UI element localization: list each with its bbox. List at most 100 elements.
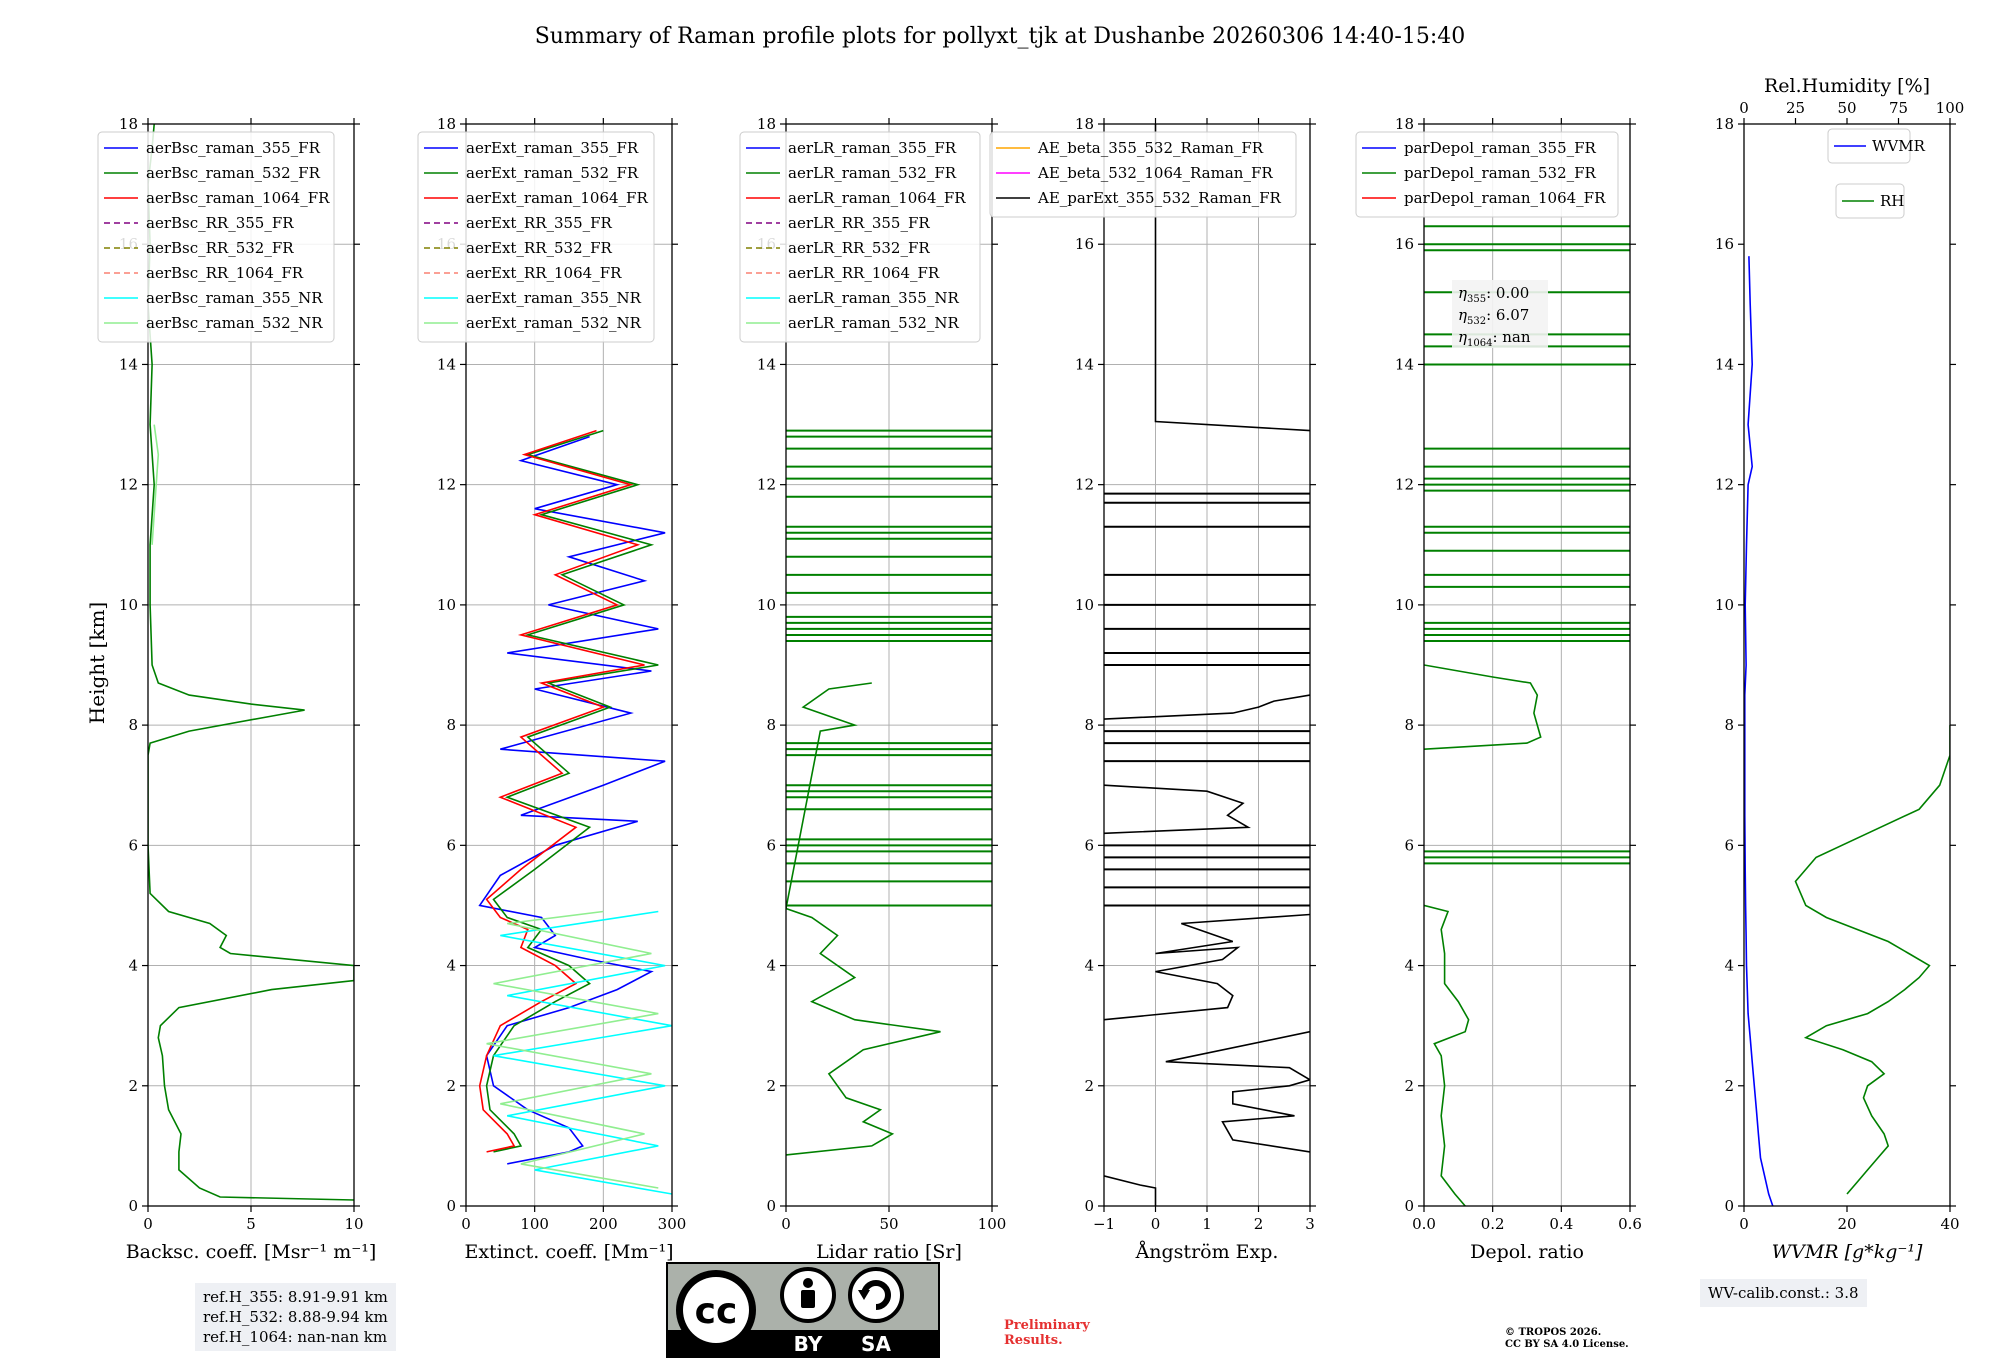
series-aerext_raman_355_fr <box>478 435 666 1165</box>
y-tick-label: 6 <box>1724 836 1734 854</box>
preliminary-line-1: Preliminary <box>1004 1318 1090 1333</box>
x-tick-label: 0.0 <box>1412 1215 1436 1233</box>
x-tick-label: −1 <box>1093 1215 1115 1233</box>
legend-label: AE_beta_355_532_Raman_FR <box>1037 139 1264 157</box>
x-axis-label: Backsc. coeff. [Msr⁻¹ m⁻¹] <box>126 1241 377 1263</box>
y-tick-label: 14 <box>757 355 776 373</box>
y-tick-label: 14 <box>119 355 138 373</box>
series-aerext_raman_1064_fr <box>478 429 645 1153</box>
y-tick-label: 8 <box>1404 716 1414 734</box>
y-tick-label: 18 <box>119 115 138 133</box>
legend-label: aerExt_raman_532_FR <box>466 164 639 182</box>
eta-box <box>1452 280 1548 348</box>
y-tick-label: 6 <box>446 836 456 854</box>
legend-bsc: aerBsc_raman_355_FR aerBsc_raman_532_FRae… <box>97 131 335 343</box>
series-aerbsc_raman_532_nr <box>151 424 160 545</box>
legend-box-wvmr <box>1827 128 1911 164</box>
copyright-note: © TROPOS 2026. CC BY SA 4.0 License. <box>1505 1327 1629 1351</box>
copyright-line-1: © TROPOS 2026. <box>1505 1327 1602 1338</box>
x-tick-label: 0.2 <box>1481 1215 1505 1233</box>
y-tick-label: 12 <box>437 476 456 494</box>
legend-label: aerBsc_raman_532_NR <box>146 314 323 332</box>
y-tick-label: 10 <box>757 596 776 614</box>
y-tick-label: 0 <box>446 1197 456 1215</box>
series-ae_parext_355_532_raman_fr-segment- <box>1165 1030 1310 1153</box>
cc-icon: cc <box>695 1291 738 1332</box>
sa-sharealike-icon <box>848 1267 904 1323</box>
cc-sa-label: SA <box>861 1332 891 1356</box>
legend-label: RH <box>1880 192 1904 210</box>
x-tick-label: 3 <box>1305 1215 1315 1233</box>
series-ae_parext_355_532_raman_fr <box>1104 1175 1157 1206</box>
series-aerext_raman_532_fr <box>485 429 659 1153</box>
y-tick-label: 2 <box>766 1077 776 1095</box>
y-axis-label: Height [km] <box>85 602 109 724</box>
legend-label: aerLR_raman_355_FR <box>788 139 957 157</box>
y-tick-label: 16 <box>1715 235 1734 253</box>
y-tick-label: 4 <box>766 957 776 975</box>
y-tick-label: 2 <box>1404 1077 1414 1095</box>
y-tick-label: 0 <box>128 1197 138 1215</box>
x-tick-label: 5 <box>246 1215 256 1233</box>
series-wvmr <box>1744 256 1774 1206</box>
legend-label: aerExt_raman_1064_FR <box>466 189 648 207</box>
ref-height-355: ref.H_355: 8.91-9.91 km <box>203 1288 388 1306</box>
y-tick-label: 10 <box>437 596 456 614</box>
legend-label: aerLR_raman_1064_FR <box>788 189 966 207</box>
x-tick-label: 100 <box>978 1215 1007 1233</box>
y-tick-label: 2 <box>1724 1077 1734 1095</box>
series-aerext_raman_355_nr <box>493 910 672 1195</box>
legend-label: aerLR_raman_532_FR <box>788 164 957 182</box>
y-tick-label: 6 <box>1084 836 1094 854</box>
legend-box <box>97 131 335 343</box>
y-tick-label: 4 <box>1404 957 1414 975</box>
top-x-tick-label: 0 <box>1739 99 1749 117</box>
data-wv <box>1744 256 1950 1206</box>
legend-label: aerExt_raman_355_NR <box>466 289 642 307</box>
y-tick-label: 14 <box>437 355 456 373</box>
legend-label: aerLR_raman_532_NR <box>788 314 959 332</box>
legend-label: AE_parExt_355_532_Raman_FR <box>1037 189 1282 207</box>
y-tick-label: 8 <box>446 716 456 734</box>
y-tick-label: 14 <box>1715 355 1734 373</box>
y-tick-label: 10 <box>1715 596 1734 614</box>
x-axis-label: Extinct. coeff. [Mm⁻¹] <box>464 1241 673 1263</box>
legend-box <box>1355 131 1619 218</box>
series-aerbsc_raman_532_fr <box>148 124 354 1201</box>
series-ae_parext_355_532_raman_fr-segment- <box>1154 124 1310 432</box>
by-attribution-icon <box>780 1267 836 1323</box>
ref-height-1064: ref.H_1064: nan-nan km <box>203 1328 388 1346</box>
x-tick-label: 40 <box>1940 1215 1959 1233</box>
y-tick-label: 4 <box>446 957 456 975</box>
ref-height-box: ref.H_355: 8.91-9.91 km ref.H_532: 8.88-… <box>195 1283 396 1351</box>
y-tick-label: 18 <box>1075 115 1094 133</box>
axes-frame <box>465 123 673 1207</box>
x-axis-label: WVMR [g*kg⁻¹] <box>1772 1241 1923 1263</box>
y-tick-label: 10 <box>1075 596 1094 614</box>
x-tick-label: 0.6 <box>1618 1215 1642 1233</box>
panel-dep: 0.0 0.2 0.4 0.6 0 2 4 6 8 10 12 14 16 18 Depol. ratio p… <box>1355 115 1642 1263</box>
legend-label: parDepol_raman_1064_FR <box>1404 189 1606 207</box>
x-tick-label: 1 <box>1202 1215 1212 1233</box>
series-aerlr_raman_532_fr <box>786 682 941 1156</box>
x-axis-label: Ångström Exp. <box>1135 1241 1279 1263</box>
legend-label: aerBsc_raman_355_FR <box>146 139 321 157</box>
series-aerext_raman_532_nr <box>486 910 659 1189</box>
y-tick-label: 4 <box>1084 957 1094 975</box>
y-tick-label: 18 <box>757 115 776 133</box>
y-tick-label: 4 <box>128 957 138 975</box>
top-x-tick-label: 50 <box>1837 99 1856 117</box>
legend-label: parDepol_raman_355_FR <box>1404 139 1597 157</box>
y-tick-label: 12 <box>1395 476 1414 494</box>
legend-label: AE_beta_532_1064_Raman_FR <box>1037 164 1273 182</box>
x-tick-label: 300 <box>658 1215 687 1233</box>
legend-label: aerExt_RR_1064_FR <box>466 264 622 282</box>
y-tick-label: 18 <box>1395 115 1414 133</box>
x-tick-label: 0 <box>143 1215 153 1233</box>
legend-box <box>739 131 981 343</box>
legend-label: aerLR_RR_355_FR <box>788 214 930 232</box>
x-tick-label: 20 <box>1837 1215 1856 1233</box>
y-tick-label: 16 <box>1075 235 1094 253</box>
top-x-tick-label: 75 <box>1889 99 1908 117</box>
